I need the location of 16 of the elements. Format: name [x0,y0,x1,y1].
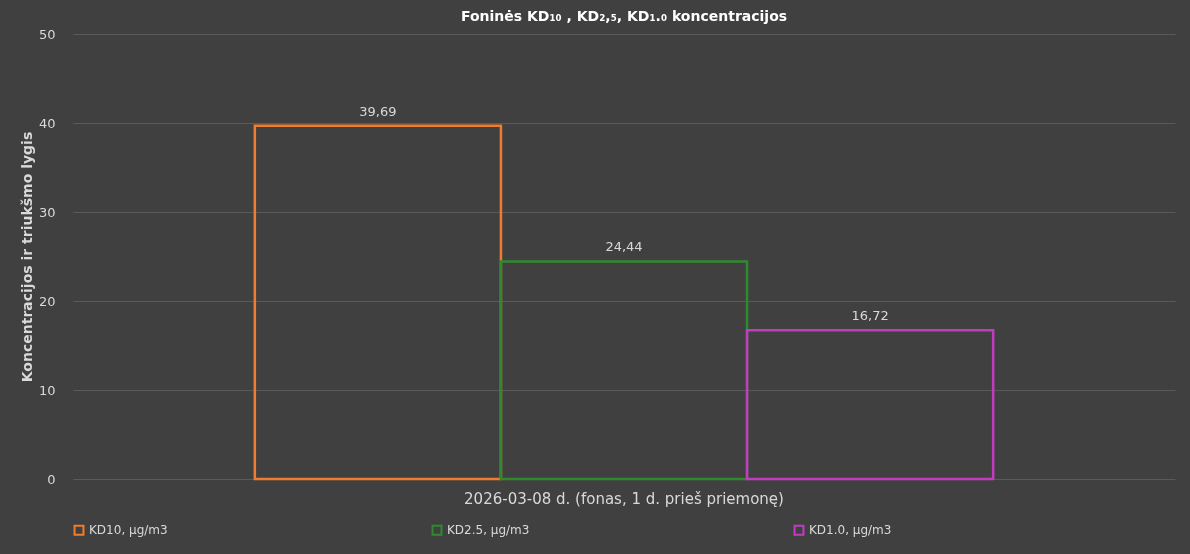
y-axis-title: Koncentracijos ir triukšmo lygis [18,131,35,383]
data-label: 24,44 [605,239,643,255]
y-tick-label: 50 [38,26,56,42]
data-label: 39,69 [359,103,397,119]
y-tick-label: 20 [38,293,56,309]
data-label: 16,72 [851,308,889,324]
legend-label: KD1.0, µg/m3 [809,523,892,538]
x-tick-label: 2026-03-08 d. (fonas, 1 d. prieš priemonę) [464,489,784,508]
y-tick-label: 40 [38,115,56,131]
legend-label: KD10, µg/m3 [89,523,168,538]
bar [745,328,995,481]
legend-label: KD2.5, µg/m3 [447,523,530,538]
y-tick-label: 10 [38,382,56,398]
y-tick-label: 30 [38,204,56,220]
chart-title: Foninės KD₁₀ , KD₂,₅, KD₁.₀ koncentracijos [460,8,788,24]
y-tick-label: 0 [47,471,56,487]
